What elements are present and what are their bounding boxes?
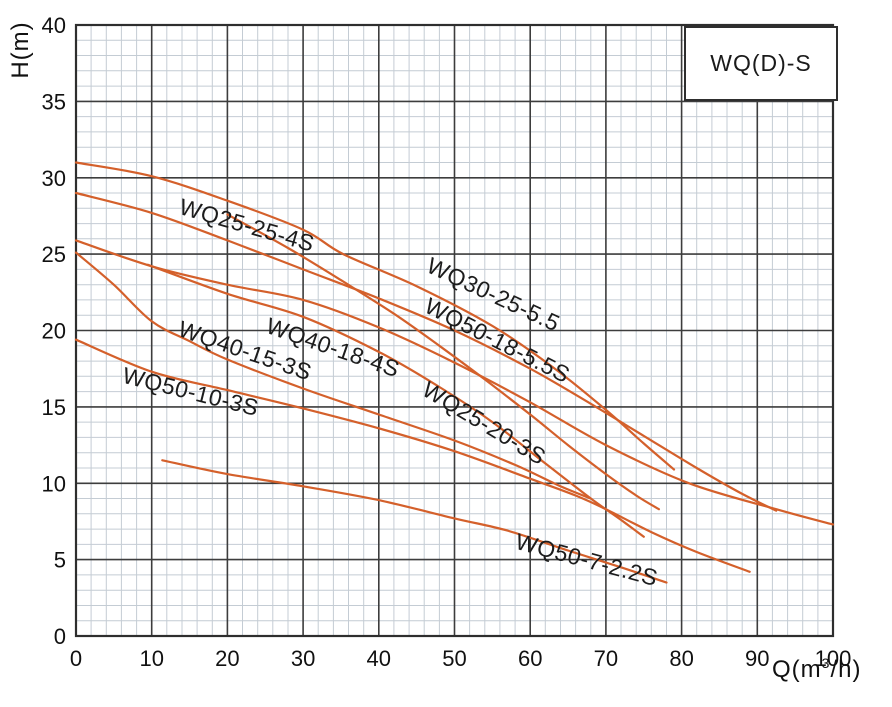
y-tick-label-20: 20: [42, 319, 66, 344]
x-tick-label-90: 90: [745, 646, 769, 671]
x-tick-label-70: 70: [594, 646, 618, 671]
curve-WQ40-15-3S: [74, 251, 592, 500]
y-tick-label-25: 25: [42, 242, 66, 267]
y-axis-label: H(m): [7, 21, 34, 79]
x-tick-label-80: 80: [669, 646, 693, 671]
x-tick-label-40: 40: [367, 646, 391, 671]
plot-border: [74, 23, 835, 638]
y-tick-label-40: 40: [42, 13, 66, 38]
y-tick-label-35: 35: [42, 89, 66, 114]
x-tick-label-30: 30: [291, 646, 315, 671]
y-tick-label-15: 15: [42, 395, 66, 420]
curve-label-WQ50-10-3S: WQ50-10-3S: [120, 362, 261, 421]
curve-WQ50-18-5.5S: [74, 239, 835, 526]
pump-curves: [74, 161, 835, 584]
curve-WQ25-25-4S: [74, 161, 676, 471]
x-tick-label-10: 10: [139, 646, 163, 671]
axis-tick-labels: 0 5 10 15 20 25 30 35 40 0 10 20 30 40 50 60 70 80 90 100: [42, 13, 852, 671]
x-axis-label-superscript: 3: [821, 655, 831, 671]
curve-WQ25-20-3S: [226, 213, 660, 511]
curve-labels: WQ25-25-4SWQ30-25-5.5WQ50-18-5.5SWQ40-18…: [120, 193, 661, 591]
y-tick-label-5: 5: [54, 548, 66, 573]
curve-WQ30-25-5.5: [74, 191, 778, 512]
x-axis-label: Q(m3/h): [772, 655, 882, 689]
x-tick-label-50: 50: [442, 646, 466, 671]
y-tick-label-0: 0: [54, 624, 66, 649]
series-family-legend-box: WQ(D)-S: [684, 26, 838, 101]
curve-WQ50-10-3S: [74, 338, 751, 573]
x-tick-label-100: 100: [815, 646, 852, 671]
curve-WQ50-7-2.2S: [161, 459, 668, 584]
series-family-label: WQ(D)-S: [710, 50, 812, 76]
grid-major: [76, 25, 833, 636]
x-axis-label-suffix: /h): [830, 656, 862, 683]
y-tick-label-10: 10: [42, 471, 66, 496]
x-tick-label-60: 60: [518, 646, 542, 671]
x-axis-label-prefix: Q(m: [772, 656, 822, 683]
y-tick-label-30: 30: [42, 166, 66, 191]
x-tick-label-0: 0: [70, 646, 82, 671]
x-tick-label-20: 20: [215, 646, 239, 671]
